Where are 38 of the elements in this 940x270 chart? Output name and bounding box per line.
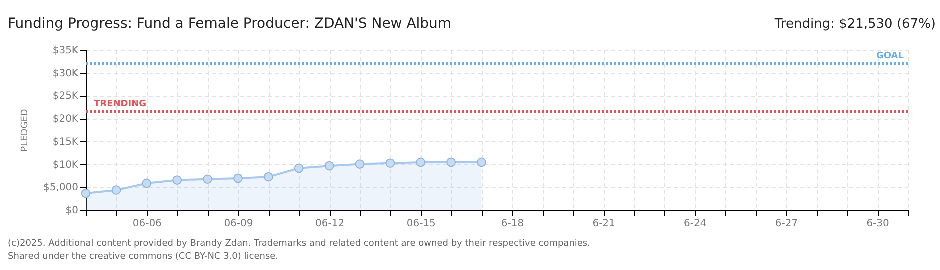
point: [142, 178, 152, 188]
x-tick-label: 06-12: [316, 218, 345, 230]
x-tick-label: 06-15: [406, 218, 436, 230]
point: [264, 172, 274, 182]
point: [112, 186, 122, 196]
x-tick-label: 6-30: [866, 218, 890, 230]
point: [477, 158, 486, 168]
point: [294, 164, 304, 174]
y-tick-label: $0: [66, 206, 78, 216]
ref-line-label: TRENDING: [94, 100, 146, 110]
text: (c)2025. Additional content provided by Brandy Zdan. Trademarks and related content are owned by their respective companies.: [8, 239, 590, 249]
text: Trending: $21,530 (67%): [774, 17, 936, 32]
y-axis-title: PLEDGED: [20, 109, 31, 152]
chart-title: Funding Progress: Fund a Female Producer: ZDAN'S New Album: [8, 16, 452, 32]
point: [172, 176, 182, 185]
point: [416, 158, 426, 168]
point: [355, 160, 365, 169]
y-tick-label: $10K: [52, 160, 79, 171]
point: [324, 161, 334, 171]
x-tick-label: 6-18: [501, 218, 524, 230]
point: [446, 158, 456, 168]
point: [386, 158, 396, 168]
x-tick-label: 6-24: [684, 218, 707, 230]
y-tick-label: $35K: [52, 46, 79, 56]
point: [203, 174, 212, 184]
y-tick-label: $25K: [52, 91, 79, 102]
y-tick-label: $5,000: [44, 182, 78, 194]
ref-line-label: GOAL: [876, 52, 904, 62]
point: [234, 174, 243, 184]
y-tick-label: $30K: [52, 68, 79, 80]
text: Shared under the creative commons (CC BY-NC 3.0) license.: [8, 252, 279, 262]
point: [81, 188, 91, 198]
y-tick-label: $20K: [52, 114, 79, 126]
x-tick-label: 06-06: [132, 218, 162, 230]
x-tick-label: 6-21: [592, 218, 616, 230]
x-tick-label: 06-09: [224, 218, 254, 230]
x-tick-label: 6-27: [775, 218, 798, 230]
y-tick-label: $15K: [52, 136, 79, 148]
